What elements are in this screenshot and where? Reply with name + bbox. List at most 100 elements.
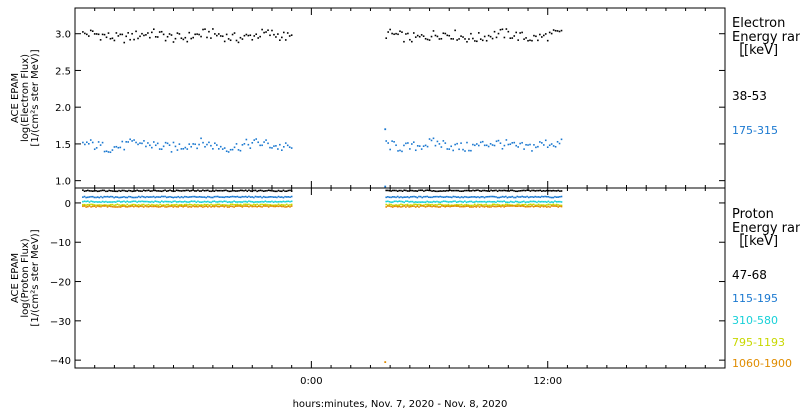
proton-data-point [236,190,239,192]
proton-data-point [220,205,222,208]
proton-data-point [462,204,465,207]
electron-data-point [558,142,561,145]
proton-data-point [547,189,550,192]
proton-data-point [190,206,193,208]
electron-data-point [393,140,395,143]
proton-data-point [180,201,183,203]
proton-data-point [144,200,147,203]
electron-data-point [131,32,133,35]
electron-data-point [275,145,277,147]
proton-data-point [159,201,161,204]
proton-data-point [98,205,101,208]
electron-data-point [196,147,198,150]
electron-data-point [188,143,191,145]
proton-data-point [483,204,486,206]
electron-data-point [286,32,289,34]
electron-data-point [147,32,149,34]
electron-data-point [489,143,492,145]
electron-data-point [525,37,527,39]
proton-data-point [544,204,546,207]
proton-data-point [529,205,532,208]
electron-data-point [428,138,431,140]
proton-data-point [542,195,545,198]
electron-data-point [550,32,553,35]
proton-data-point [114,190,117,193]
proton-data-point [210,196,212,199]
proton-data-point [259,195,262,198]
proton-data-point [432,205,435,207]
electron-data-point [158,148,161,150]
proton-data-point [452,205,455,207]
proton-data-point [267,189,270,192]
proton-data-point [518,190,520,192]
electron-data-point [95,147,98,149]
proton-data-point [486,190,489,192]
proton-data-point [544,195,546,198]
proton-data-point [545,195,548,198]
proton-data-point [442,196,445,199]
proton-data-point [508,205,510,207]
electron-data-point [208,141,210,144]
proton-data-point [431,203,433,206]
proton-data-point [160,190,163,193]
electron-data-point [548,144,551,147]
proton-data-point [156,205,158,208]
proton-data-point [455,205,458,207]
proton-data-point [137,204,140,206]
electron-data-point [476,40,478,43]
electron-data-point [422,35,425,38]
proton-data-point [93,201,96,203]
proton-series-310-580 [82,200,563,204]
proton-data-point [547,203,550,206]
electron-data-point [401,150,403,153]
proton-data-point [557,206,560,208]
proton-data-point [496,190,499,193]
proton-data-point [460,196,463,198]
proton-data-point [88,190,91,192]
proton-data-point [521,205,523,207]
electron-data-point [554,145,557,148]
proton-ytick-label: −20 [50,278,71,289]
proton-data-point [559,204,561,207]
proton-data-point [195,204,198,206]
proton-channel-1060-1900: 1060-1900 [732,357,792,370]
proton-data-point [95,200,97,203]
proton-data-point [388,205,391,207]
proton-data-point [483,196,486,199]
proton-data-point [405,206,407,208]
proton-data-point [524,196,527,198]
proton-data-point [544,205,546,208]
proton-data-point [281,196,283,198]
proton-data-point [118,206,120,208]
proton-data-point [131,190,133,193]
proton-data-point [541,195,543,198]
proton-data-point [527,196,530,199]
electron-data-point [162,33,165,36]
proton-data-point [246,190,249,193]
proton-data-point [193,190,196,192]
electron-data-point [424,37,427,40]
proton-data-point [501,189,504,192]
proton-data-point [266,196,268,199]
electron-data-point [556,30,559,32]
electron-data-point [537,145,539,148]
proton-data-point [154,200,157,202]
electron-data-point [151,146,153,149]
proton-data-point [508,201,510,204]
proton-data-point [398,200,401,202]
electron-data-point [212,148,214,150]
electron-data-point [139,142,141,144]
proton-data-point [449,196,451,198]
proton-data-point [267,206,270,208]
electron-data-point [154,144,157,147]
electron-data-point [487,34,490,37]
proton-data-point [187,189,189,192]
electron-data-point [281,149,283,151]
proton-data-point [248,203,250,206]
electron-data-point [235,143,238,145]
proton-data-point [151,205,153,208]
proton-data-point [170,204,173,206]
electron-data-point [507,30,510,33]
proton-data-point [526,195,528,198]
proton-data-point [215,195,217,198]
